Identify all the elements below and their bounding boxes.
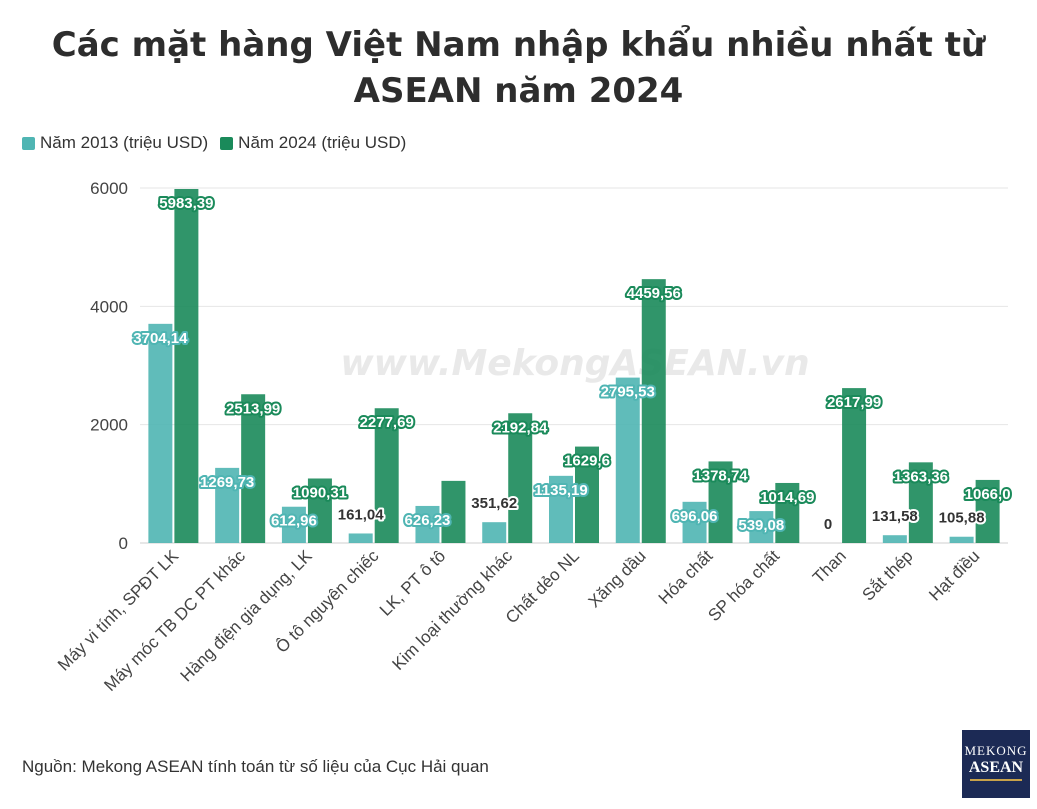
logo-line-1: MEKONG — [964, 743, 1028, 758]
bar — [441, 480, 466, 543]
bar — [241, 394, 266, 543]
data-label: 105,88 — [939, 510, 985, 527]
x-tick-label: Hóa chất — [655, 546, 717, 608]
x-tick-label: Xăng dầu — [585, 546, 650, 611]
data-label: 161,04 — [338, 506, 385, 523]
bar — [174, 188, 199, 543]
data-label: 4459,56 — [627, 285, 681, 302]
x-tick-label: Than — [809, 546, 850, 587]
bar — [348, 533, 373, 543]
data-label: 2192,84 — [493, 419, 548, 436]
bar — [775, 482, 800, 543]
bar — [682, 501, 707, 543]
source-note: Nguồn: Mekong ASEAN tính toán từ số liệu… — [22, 757, 489, 776]
legend-item-2024[interactable]: Năm 2024 (triệu USD) — [220, 133, 406, 153]
bar — [615, 377, 640, 543]
y-tick-label: 4000 — [90, 297, 128, 316]
data-label: 626,23 — [405, 512, 451, 529]
bar — [975, 479, 1000, 543]
bar — [708, 461, 733, 543]
data-label: 1090,31 — [293, 484, 347, 501]
bar — [215, 467, 240, 543]
y-tick-label: 0 — [119, 534, 128, 553]
data-label: 612,96 — [271, 513, 317, 530]
data-label: 2617,99 — [827, 394, 881, 411]
legend-item-2013[interactable]: Năm 2013 (triệu USD) — [22, 133, 208, 153]
y-tick-label: 6000 — [90, 179, 128, 198]
mekong-asean-logo: MEKONG ASEAN — [962, 730, 1030, 798]
bar — [641, 279, 666, 543]
bar — [549, 475, 573, 543]
data-label: 3704,14 — [133, 330, 188, 347]
bar — [415, 505, 440, 543]
data-label: 1629,6 — [564, 453, 610, 470]
data-label: 2795,53 — [601, 384, 655, 401]
data-label: 1066,0 — [965, 486, 1011, 503]
data-label: 1378,74 — [693, 467, 748, 484]
title-line-2: ASEAN năm 2024 — [353, 71, 684, 111]
bar — [749, 511, 774, 543]
bar — [281, 506, 306, 543]
chart-title: Các mặt hàng Việt Nam nhập khẩu nhiều nh… — [0, 22, 1037, 114]
data-label: 1363,36 — [894, 468, 948, 485]
bar — [374, 408, 399, 543]
data-label: 351,62 — [471, 495, 517, 512]
data-label: 1014,69 — [760, 489, 814, 506]
bar — [148, 323, 173, 543]
x-tick-label: Máy vi tính, SPĐT LK — [54, 546, 183, 675]
x-tick-label: Hàng điện gia dụng, LK — [177, 546, 317, 686]
data-label: 5983,39 — [159, 195, 213, 212]
data-label: 696,06 — [672, 508, 718, 525]
bar — [882, 535, 907, 543]
data-label: 2277,69 — [360, 414, 414, 431]
data-label: 0 — [824, 516, 832, 533]
legend-swatch-2013 — [22, 136, 35, 150]
x-tick-label: Hạt điều — [925, 546, 983, 604]
data-label: 2513,99 — [226, 400, 280, 417]
legend-label-2024: Năm 2024 (triệu USD) — [238, 133, 407, 152]
data-label: 1135,19 — [534, 482, 587, 499]
watermark-text: www.MekongASEAN.vn — [340, 343, 809, 384]
bar — [508, 413, 533, 543]
data-label: 131,58 — [872, 508, 918, 525]
bar — [307, 478, 332, 543]
legend-label-2013: Năm 2013 (triệu USD) — [40, 133, 209, 152]
logo-rule — [970, 779, 1022, 781]
bar — [908, 462, 933, 543]
y-tick-label: 2000 — [90, 416, 128, 435]
bar-chart: www.MekongASEAN.vn 0 2000 4000 6000 Máy vi tí… — [54, 179, 1012, 695]
bar — [575, 446, 599, 543]
legend: Năm 2013 (triệu USD) Năm 2024 (triệu USD… — [22, 133, 406, 153]
data-label: 539,08 — [738, 517, 784, 534]
data-label: 1269,73 — [200, 474, 254, 491]
bar — [842, 388, 867, 543]
legend-swatch-2024 — [220, 136, 234, 150]
bar — [949, 536, 974, 543]
title-line-1: Các mặt hàng Việt Nam nhập khẩu nhiều nh… — [51, 25, 986, 65]
x-tick-label: Sắt thép — [858, 546, 916, 604]
x-tick-label: LK, PT ô tô — [376, 546, 449, 619]
x-tick-label: Kim loại thường khác — [388, 546, 516, 674]
bar — [482, 522, 507, 543]
x-tick-label: SP hóa chất — [704, 546, 783, 625]
logo-line-2: ASEAN — [968, 759, 1024, 776]
